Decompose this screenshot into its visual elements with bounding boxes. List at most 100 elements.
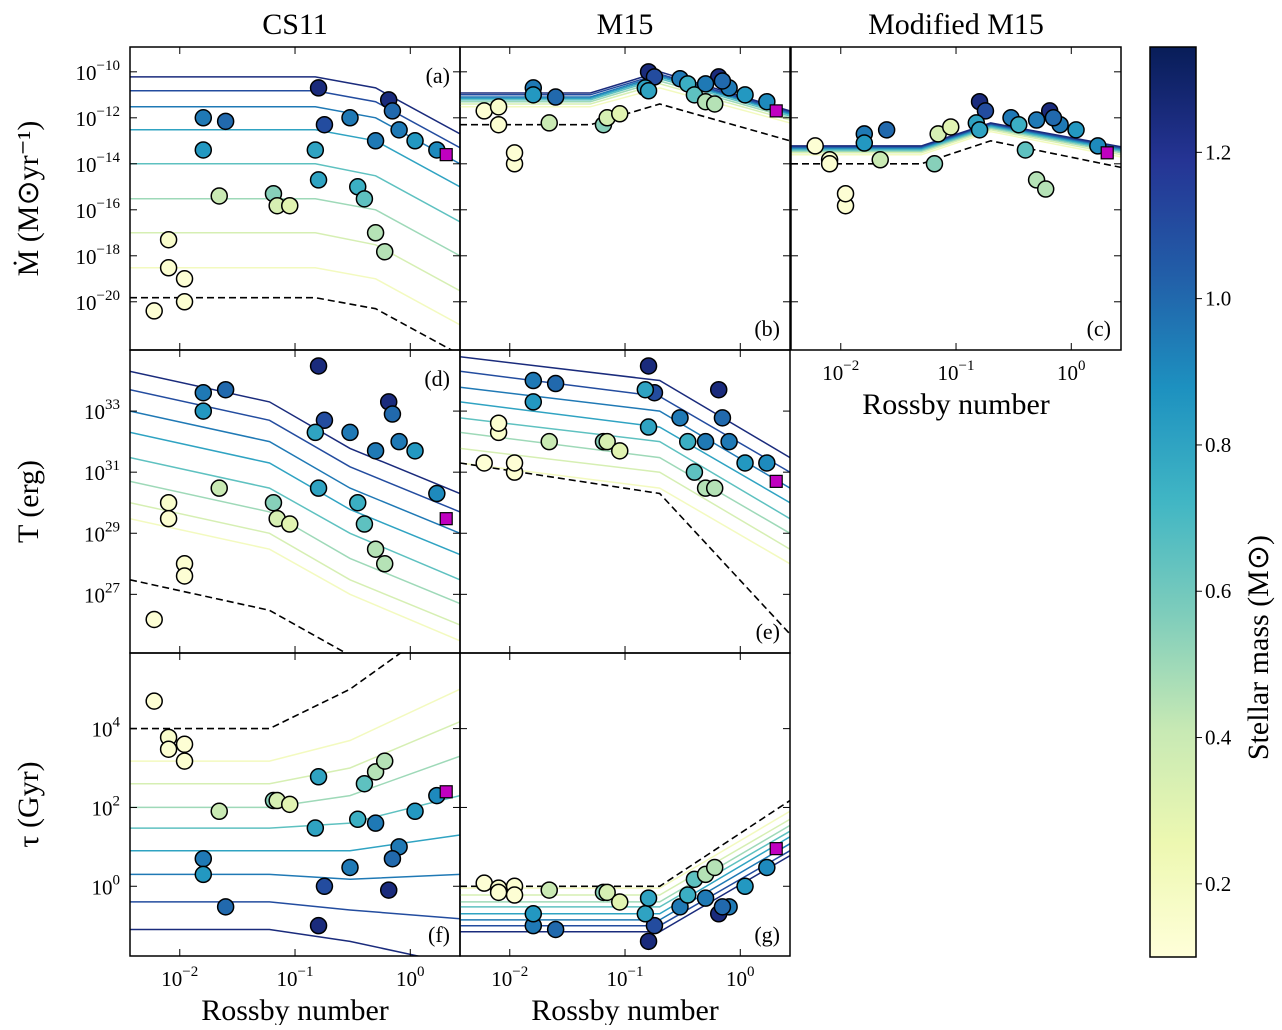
star-point — [505, 144, 524, 162]
star-point — [611, 105, 629, 123]
tick-exponent: 0 — [417, 964, 425, 980]
star-point — [598, 432, 616, 451]
star-point — [942, 118, 960, 136]
model-curve — [130, 480, 460, 605]
star-point — [210, 187, 228, 205]
model-curve — [130, 90, 460, 149]
star-point — [406, 132, 424, 150]
star-point — [540, 114, 558, 132]
tick-label: 10−2 — [491, 964, 528, 991]
tick-exponent: −2 — [512, 964, 528, 980]
star-point — [390, 432, 408, 451]
star-point — [475, 874, 493, 892]
model-curve — [460, 431, 790, 534]
tick-exponent: 31 — [105, 458, 120, 474]
star-point — [639, 82, 658, 100]
tick-exponent: −20 — [97, 288, 120, 304]
star-point — [406, 442, 424, 460]
tick-label: 0.4 — [1205, 726, 1232, 750]
star-point — [145, 610, 163, 629]
star-point — [546, 88, 565, 106]
star-point — [546, 374, 565, 393]
star-point — [524, 905, 543, 923]
sun-point — [439, 785, 453, 799]
tick-exponent: 0 — [1078, 358, 1086, 374]
star-point — [366, 224, 385, 242]
panel-label: (e) — [756, 619, 780, 644]
star-point — [175, 270, 194, 288]
frame — [459, 349, 791, 654]
tick-exponent: −2 — [843, 358, 859, 374]
tick-label: 10−1 — [607, 964, 644, 991]
star-point — [309, 768, 328, 786]
star-point — [379, 881, 398, 899]
tick-label: 0.6 — [1205, 579, 1231, 603]
model-curve — [130, 721, 460, 785]
tick-label: 1.2 — [1205, 140, 1231, 164]
star-point — [315, 115, 334, 134]
star-point — [383, 405, 402, 423]
star-point — [175, 735, 194, 754]
star-point — [806, 137, 824, 155]
frame — [459, 652, 791, 957]
tick-exponent: −12 — [97, 104, 120, 120]
y-axis-label: Ṁ (M⊙yr⁻¹) — [12, 121, 45, 277]
star-point — [713, 409, 732, 427]
star-point — [524, 393, 543, 411]
star-point — [611, 442, 629, 460]
model-curve — [791, 123, 1121, 150]
star-point — [355, 774, 374, 793]
tick-label: 100 — [92, 872, 121, 899]
panel-label: (a) — [426, 63, 450, 88]
sun-point — [1100, 146, 1114, 160]
star-point — [264, 493, 283, 512]
model-curve — [130, 370, 460, 495]
panel-label: (f) — [428, 922, 450, 947]
star-point — [281, 515, 299, 533]
model-curve — [460, 830, 790, 908]
star-point — [678, 886, 697, 904]
model-curve — [130, 928, 422, 956]
tick-base: 10 — [92, 875, 113, 899]
sun-point — [769, 474, 783, 488]
star-point — [145, 692, 163, 710]
model-curve — [130, 76, 460, 135]
plot-area — [791, 122, 1121, 169]
model-curve — [460, 818, 790, 896]
tick-label: 10−1 — [938, 358, 975, 385]
star-point — [375, 242, 394, 261]
star-point — [1036, 180, 1055, 198]
tick-label: 1027 — [84, 580, 121, 607]
tick-label: 10−18 — [76, 242, 120, 269]
panel-label: (b) — [754, 316, 780, 341]
plot-area — [460, 799, 790, 933]
tick-label: 1031 — [84, 458, 120, 485]
star-point — [159, 509, 178, 528]
tick-label: 0.2 — [1205, 872, 1231, 896]
model-curve — [130, 129, 460, 188]
model-curve — [791, 123, 1121, 149]
star-point — [306, 423, 325, 442]
star-point — [348, 493, 367, 512]
model-curve — [460, 80, 790, 119]
sun-point — [439, 148, 453, 162]
tick-exponent: −18 — [97, 242, 120, 258]
panel-title: CS11 — [262, 8, 328, 41]
star-point — [645, 916, 664, 935]
star-point — [159, 230, 178, 249]
tick-label: 0.8 — [1205, 433, 1231, 457]
star-point — [758, 454, 776, 472]
dashed-curve — [130, 579, 348, 653]
sun-point — [439, 512, 453, 526]
y-axis-label: T (erg) — [12, 460, 45, 543]
star-point — [175, 752, 194, 770]
star-point — [194, 141, 213, 159]
star-point — [540, 432, 558, 451]
star-point — [194, 383, 213, 402]
model-curve — [460, 824, 790, 903]
tick-base: 10 — [84, 583, 105, 607]
model-curve — [460, 417, 790, 520]
frame — [129, 349, 461, 654]
model-curve — [130, 901, 460, 920]
y-axis-label: τ (Gyr) — [12, 761, 45, 847]
